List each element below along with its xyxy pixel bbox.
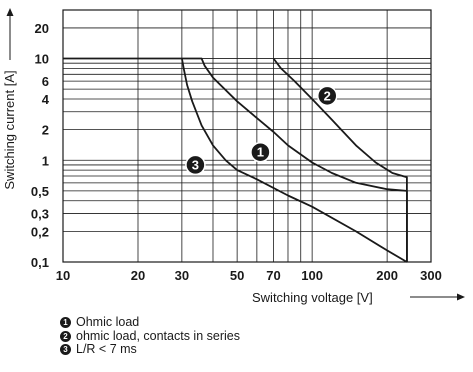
y-tick-label: 0,2 bbox=[31, 224, 49, 239]
marker-2-icon: 2 bbox=[60, 330, 71, 342]
legend-item: 1 Ohmic load bbox=[60, 315, 240, 330]
series-line-3 bbox=[181, 58, 408, 263]
plot-frame bbox=[62, 9, 432, 263]
marker-3-label: 3 bbox=[192, 157, 199, 172]
x-tick-label: 200 bbox=[376, 268, 398, 283]
marker-3-icon: 3 bbox=[60, 344, 71, 356]
x-axis-arrow-head bbox=[457, 293, 465, 301]
y-tick-label: 0,3 bbox=[31, 206, 49, 221]
x-tick-label: 20 bbox=[131, 268, 145, 283]
y-axis-label: Switching current [A] bbox=[2, 70, 17, 189]
x-tick-label: 10 bbox=[56, 268, 70, 283]
marker-1-icon bbox=[250, 141, 271, 163]
y-tick-label: 20 bbox=[35, 21, 49, 36]
y-tick-label: 1 bbox=[42, 153, 49, 168]
legend-label: ohmic load, contacts in series bbox=[76, 328, 240, 343]
x-tick-label: 30 bbox=[175, 268, 189, 283]
x-tick-label: 100 bbox=[301, 268, 323, 283]
marker-3-icon bbox=[185, 154, 206, 176]
legend-item: 2 ohmic load, contacts in series bbox=[60, 328, 240, 344]
y-tick-label: 0,5 bbox=[31, 184, 49, 199]
marker-2-label: 2 bbox=[324, 88, 331, 103]
x-tick-label: 300 bbox=[420, 268, 442, 283]
y-tick-label: 2 bbox=[42, 123, 49, 138]
y-tick-label: 4 bbox=[42, 92, 50, 107]
series-line-1 bbox=[63, 57, 408, 262]
x-tick-label: 70 bbox=[266, 268, 280, 283]
legend: 1 Ohmic load 2 ohmic load, contacts in s… bbox=[60, 315, 240, 357]
tick-labels: 20 10 6 4 2 1 0,5 0,3 0,2 0,1 10 20 30 50 70 100 200 300 bbox=[31, 21, 442, 283]
x-axis-label: Switching voltage [V] bbox=[252, 290, 373, 305]
y-tick-label: 10 bbox=[35, 52, 49, 67]
marker-2-icon bbox=[317, 85, 338, 107]
y-axis-arrow-head bbox=[6, 8, 14, 16]
series-line-2 bbox=[272, 57, 408, 262]
legend-label: Ohmic load bbox=[76, 315, 140, 329]
marker-1-icon: 1 bbox=[60, 317, 71, 329]
y-tick-label: 6 bbox=[42, 74, 49, 89]
curve-markers: 1 2 3 bbox=[185, 85, 338, 176]
y-tick-label: 0,1 bbox=[31, 255, 49, 270]
x-tick-label: 50 bbox=[230, 268, 244, 283]
legend-item: 3 L/R < 7 ms bbox=[60, 342, 240, 357]
marker-1-label: 1 bbox=[257, 145, 264, 160]
grid bbox=[63, 10, 431, 262]
legend-label: L/R < 7 ms bbox=[76, 342, 137, 356]
curves bbox=[63, 57, 408, 263]
